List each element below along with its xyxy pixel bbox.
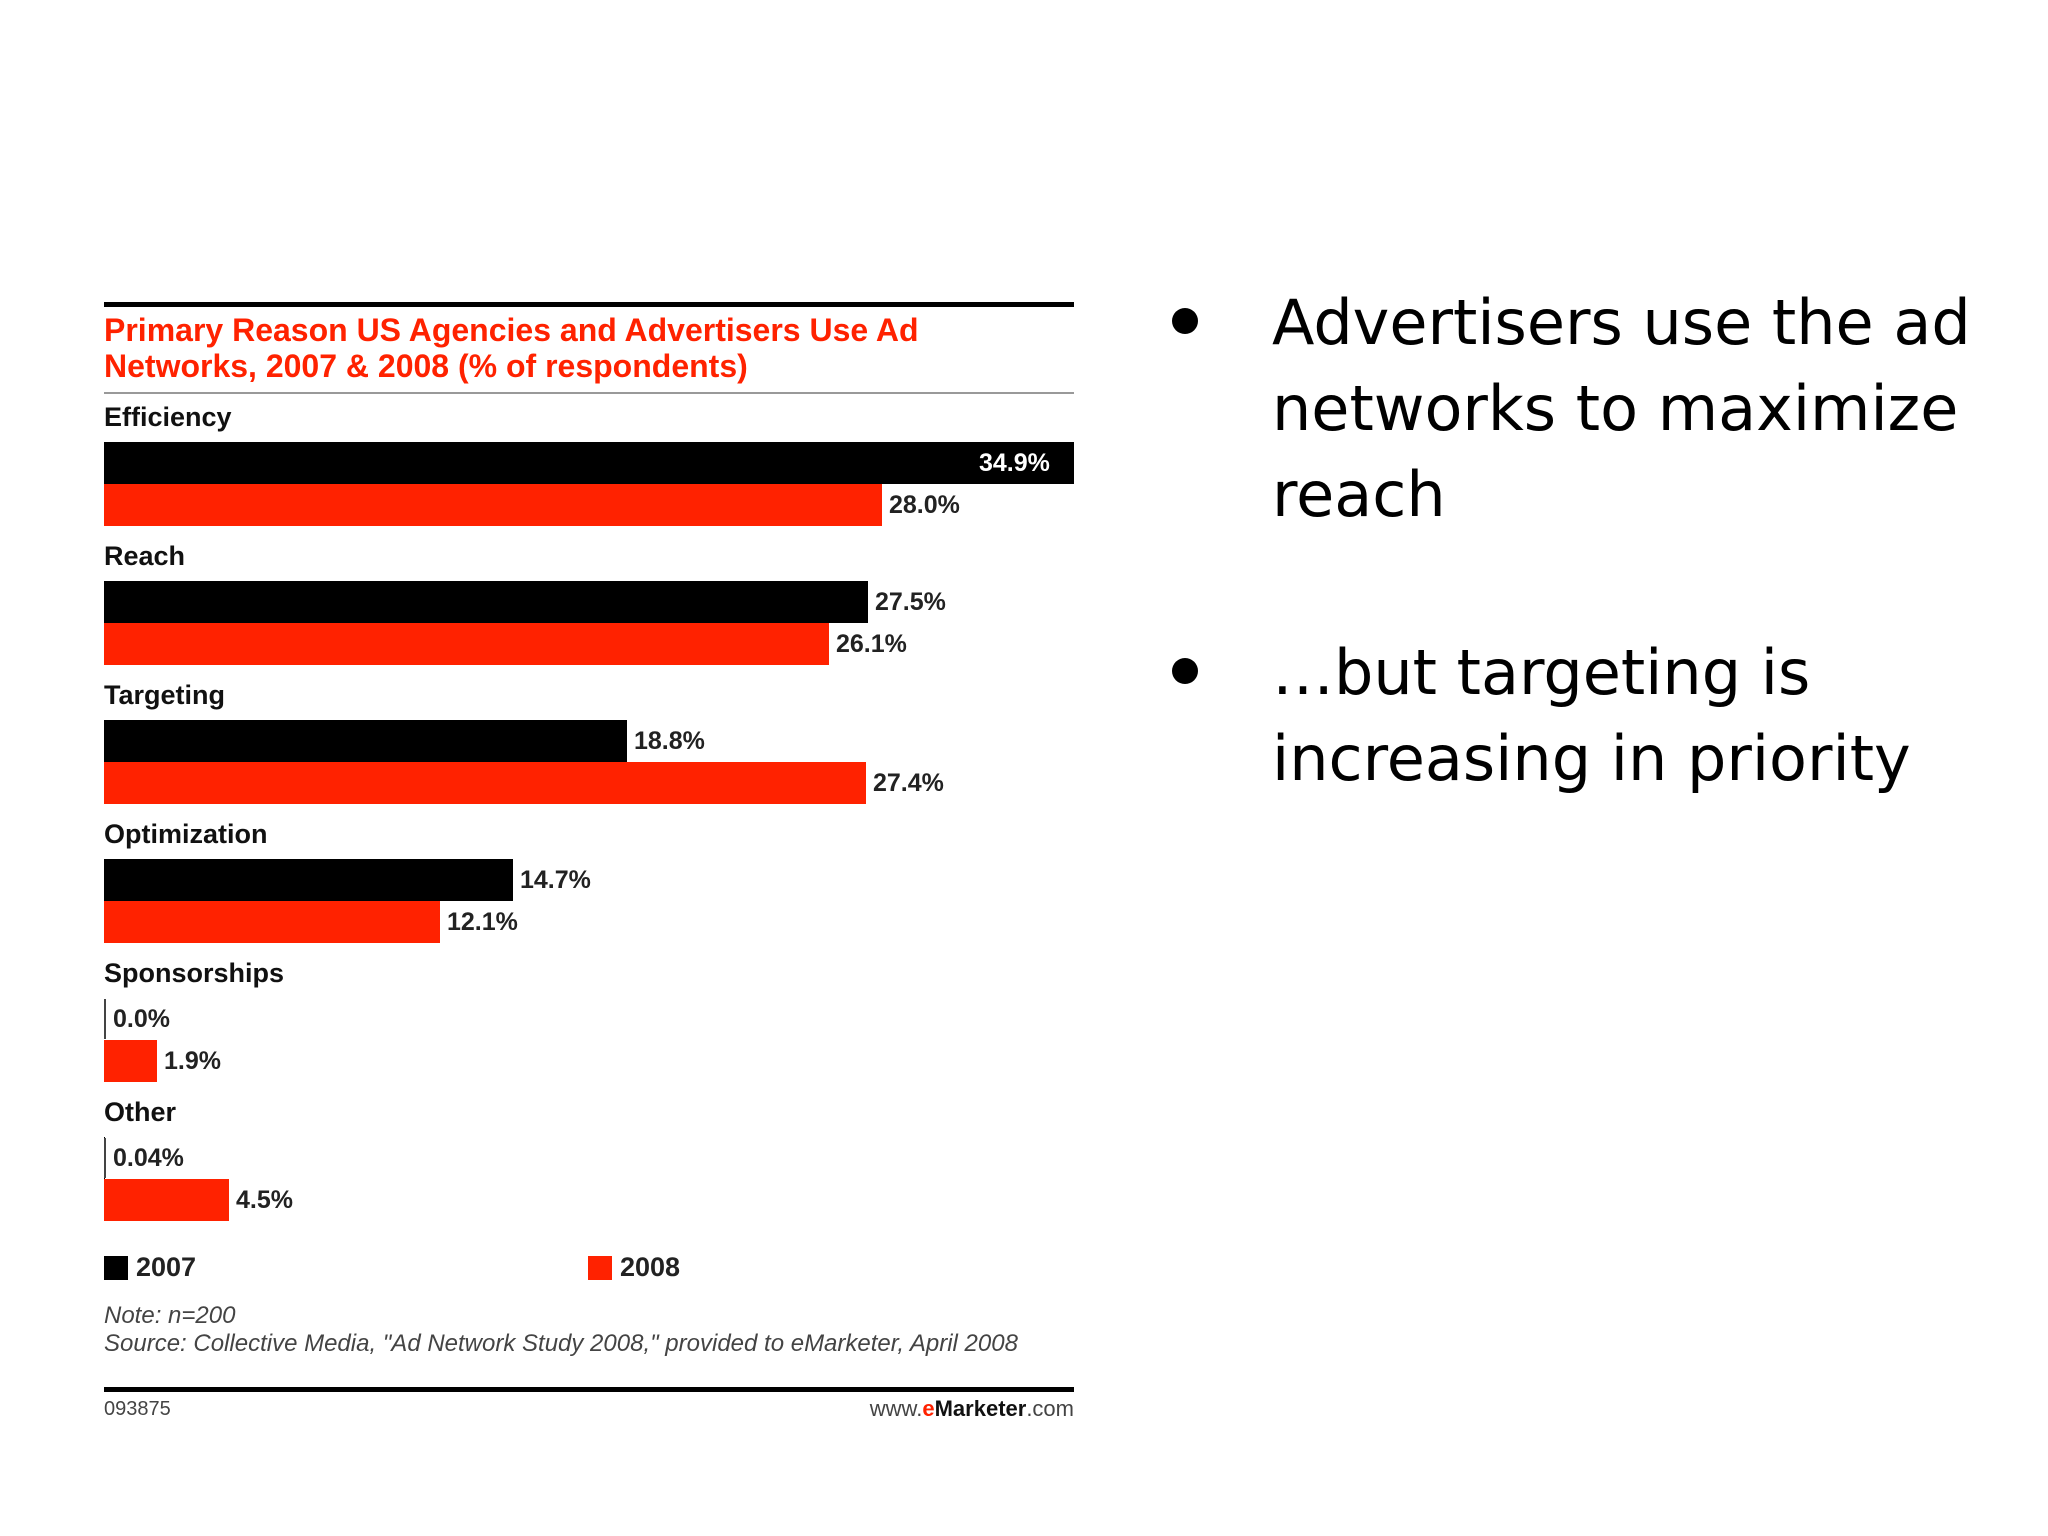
- bullet-text-2: …but targeting is increasing in priority: [1272, 636, 1911, 795]
- legend-swatch-2008: [588, 1255, 612, 1280]
- chart-id: 093875: [104, 1398, 171, 1420]
- note-text: Note: n=200: [104, 1302, 236, 1329]
- data-label: 14.7%: [520, 866, 591, 894]
- data-label: 28.0%: [889, 491, 960, 519]
- category-label: Other: [104, 1097, 177, 1127]
- site-link: www.eMarketer.com: [870, 1396, 1074, 1422]
- data-label: 1.9%: [164, 1047, 221, 1075]
- bar-2008: [104, 1040, 157, 1082]
- zero-bar-tick: [104, 1138, 106, 1178]
- chart-title-rule: [104, 392, 1074, 394]
- site-brand: Marketer: [934, 1396, 1027, 1421]
- data-label: 0.0%: [113, 1005, 170, 1033]
- data-label: 18.8%: [634, 727, 705, 755]
- category-label: Optimization: [104, 819, 268, 849]
- bullet-dot-icon: [1172, 308, 1198, 334]
- site-prefix: www.: [869, 1396, 923, 1421]
- chart-bottom-rule: [104, 1387, 1074, 1392]
- bullet-text-1: Advertisers use the ad networks to maxim…: [1272, 286, 1971, 531]
- legend: 2007 2008: [104, 1252, 1074, 1282]
- chart-title: Primary Reason US Agencies and Advertise…: [104, 312, 919, 384]
- bar-2007: [104, 720, 627, 762]
- bar-2008: [104, 484, 882, 526]
- legend-swatch-2007: [104, 1255, 128, 1280]
- site-brand-e: e: [922, 1396, 935, 1421]
- chart-note: Note: n=200 Source: Collective Media, "A…: [104, 1302, 1074, 1358]
- bullet-dot-icon: [1172, 658, 1198, 684]
- zero-bar-tick: [104, 999, 106, 1039]
- data-label: 12.1%: [447, 908, 518, 936]
- category-label: Reach: [104, 541, 186, 571]
- data-label: 34.9%: [979, 449, 1050, 477]
- legend-item-2007: 2007: [104, 1252, 196, 1283]
- bullet-item-1: Advertisers use the ad networks to maxim…: [1160, 280, 2020, 538]
- chart-top-rule: [104, 302, 1074, 307]
- legend-item-2008: 2008: [588, 1252, 680, 1283]
- data-label: 26.1%: [836, 630, 907, 658]
- data-label: 0.04%: [113, 1144, 184, 1172]
- site-suffix: .com: [1026, 1396, 1074, 1421]
- bar-2008: [104, 1179, 229, 1221]
- source-text: Source: Collective Media, "Ad Network St…: [104, 1330, 1018, 1357]
- category-label: Sponsorships: [104, 958, 285, 988]
- bar-2007: [104, 442, 1074, 484]
- bullet-list: Advertisers use the ad networks to maxim…: [1160, 280, 2020, 894]
- data-label: 27.5%: [875, 588, 946, 616]
- category-label: Targeting: [104, 680, 225, 710]
- data-label: 27.4%: [873, 769, 944, 797]
- bar-2007: [104, 581, 868, 623]
- legend-label-2007: 2007: [136, 1252, 197, 1282]
- data-label: 4.5%: [236, 1186, 293, 1214]
- category-label: Efficiency: [104, 402, 232, 432]
- bullet-item-2: …but targeting is increasing in priority: [1160, 630, 2020, 802]
- bar-2007: [104, 859, 513, 901]
- bars-area: Efficiency 34.9% 28.0% Reach 27.5% 26.1% Targe…: [104, 402, 1074, 1342]
- bar-2008: [104, 623, 829, 665]
- bar-2008: [104, 762, 866, 804]
- bar-2008: [104, 901, 440, 943]
- legend-label-2008: 2008: [620, 1252, 681, 1282]
